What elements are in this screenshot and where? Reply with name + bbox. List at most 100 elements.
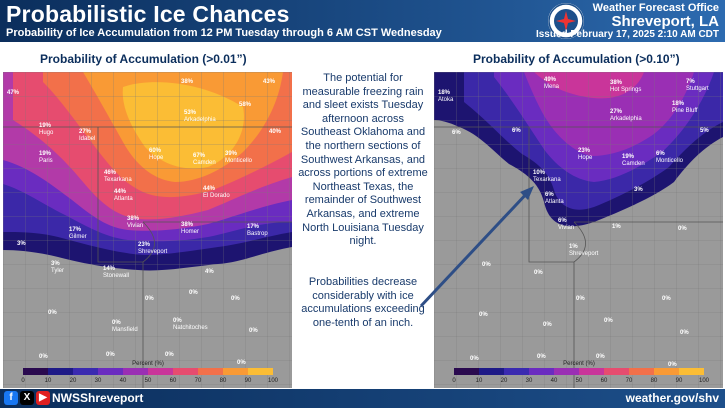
legend-swatch: [73, 368, 98, 375]
legend-swatch: [173, 368, 198, 375]
probability-label: 44%: [203, 186, 216, 192]
left-map-title: Probability of Accumulation (>0.01”): [40, 52, 247, 66]
probability-label: 0%: [479, 312, 488, 318]
legend-tick: 90: [676, 378, 683, 384]
legend-tick: 0: [21, 378, 25, 384]
legend-swatch: [604, 368, 629, 375]
city-label: Idabel: [79, 136, 95, 142]
city-label: Vivian: [127, 223, 143, 229]
probability-label: 49%: [544, 77, 557, 83]
probability-label: 0%: [668, 362, 677, 368]
probability-label: 60%: [149, 148, 162, 154]
probability-label: 0%: [112, 320, 121, 326]
legend-tick: 80: [651, 378, 658, 384]
legend-swatch: [679, 368, 704, 375]
city-label: Bastrop: [247, 231, 268, 237]
legend-tick: 100: [699, 378, 710, 384]
probability-label: 0%: [145, 296, 154, 302]
city-label: Mena: [544, 84, 560, 90]
legend-swatch: [504, 368, 529, 375]
probability-label: 38%: [181, 222, 194, 228]
probability-label: 0%: [543, 322, 552, 328]
probability-label: 14%: [103, 266, 116, 272]
probability-label: 1%: [612, 224, 621, 230]
probability-label: 6%: [452, 130, 461, 136]
city-label: Shreveport: [138, 249, 168, 255]
description-paragraph-1: The potential for measurable freezing ra…: [298, 72, 428, 248]
legend-swatch: [23, 368, 48, 375]
probability-label: 6%: [656, 151, 665, 157]
legend-swatch: [554, 368, 579, 375]
probability-label: 6%: [558, 218, 567, 224]
legend-tick: 30: [526, 378, 533, 384]
right-map-title: Probability of Accumulation (>0.10”): [473, 52, 680, 66]
probability-label: 5%: [700, 128, 709, 134]
probability-label: 6%: [545, 192, 554, 198]
probability-label: 46%: [104, 170, 117, 176]
probability-label: 0%: [680, 330, 689, 336]
probability-label: 38%: [127, 216, 140, 222]
probability-label: 44%: [114, 189, 127, 195]
probability-label: 23%: [578, 148, 591, 154]
legend-swatch: [479, 368, 504, 375]
probability-label: 0%: [470, 356, 479, 362]
probability-label: 17%: [69, 227, 82, 233]
probability-label: 58%: [239, 102, 252, 108]
probability-label: 0%: [106, 352, 115, 358]
probability-label: 0%: [534, 270, 543, 276]
probability-label: 0%: [596, 354, 605, 360]
legend-tick: 50: [145, 378, 152, 384]
probability-label: 0%: [237, 360, 246, 366]
left-probability-map: 47% 19% 27% 38% 43% 58% 53% 40% 19% 60% 67% 39% 46% 4…: [3, 72, 292, 388]
city-label: Hugo: [39, 130, 54, 136]
probability-label: 47%: [7, 90, 20, 96]
probability-label: 0%: [249, 328, 258, 334]
city-label: Homer: [181, 229, 199, 235]
header-banner: Probabilistic Ice Chances Probability of…: [0, 0, 725, 42]
legend-tick: 30: [95, 378, 102, 384]
probability-label: 3%: [17, 241, 26, 247]
probability-label: 0%: [576, 296, 585, 302]
city-label: Texarkana: [533, 177, 561, 183]
city-label: Camden: [193, 160, 216, 166]
probability-label: 38%: [181, 79, 194, 85]
probability-label: 67%: [193, 153, 206, 159]
city-label: Stuttgart: [686, 86, 709, 92]
footer-bar: f X ▶ NWSShreveport weather.gov/shv: [0, 389, 725, 408]
legend-tick: 20: [501, 378, 508, 384]
office-name: Weather Forecast Office: [592, 2, 719, 14]
legend-swatch: [123, 368, 148, 375]
legend-tick: 60: [601, 378, 608, 384]
legend-swatch: [629, 368, 654, 375]
city-label: Tyler: [51, 268, 64, 274]
nws-logo-icon: [548, 3, 584, 39]
city-label: Arkadelphia: [184, 117, 216, 123]
probability-label: 39%: [225, 151, 238, 157]
right-probability-map: 18% 49% 38% 7% 27% 18% 5% 6% 6% 23% 19% 6% 10% 6% 3% 6%…: [434, 72, 723, 388]
legend-title: Percent (%): [132, 361, 164, 367]
social-handle[interactable]: NWSShreveport: [52, 391, 144, 405]
city-label: Paris: [39, 158, 53, 164]
legend-tick: 40: [551, 378, 558, 384]
city-label: Monticello: [225, 158, 253, 164]
probability-label: 0%: [165, 352, 174, 358]
probability-label: 7%: [686, 79, 695, 85]
probability-label: 18%: [672, 101, 685, 107]
x-icon[interactable]: X: [20, 391, 34, 405]
city-label: Natchitoches: [173, 325, 208, 331]
legend-swatch: [529, 368, 554, 375]
website-link[interactable]: weather.gov/shv: [625, 391, 719, 405]
legend-tick: 80: [220, 378, 227, 384]
city-label: El Dorado: [203, 193, 230, 199]
city-label: Atlanta: [545, 199, 564, 205]
probability-label: 4%: [205, 269, 214, 275]
youtube-icon[interactable]: ▶: [36, 391, 50, 405]
probability-label: 38%: [610, 80, 623, 86]
city-label: Hot Springs: [610, 87, 641, 93]
city-label: Hope: [578, 155, 593, 161]
legend-swatch: [454, 368, 479, 375]
city-label: Gilmer: [69, 234, 87, 240]
legend-swatch: [198, 368, 223, 375]
facebook-icon[interactable]: f: [4, 391, 18, 405]
probability-label: 17%: [247, 224, 260, 230]
